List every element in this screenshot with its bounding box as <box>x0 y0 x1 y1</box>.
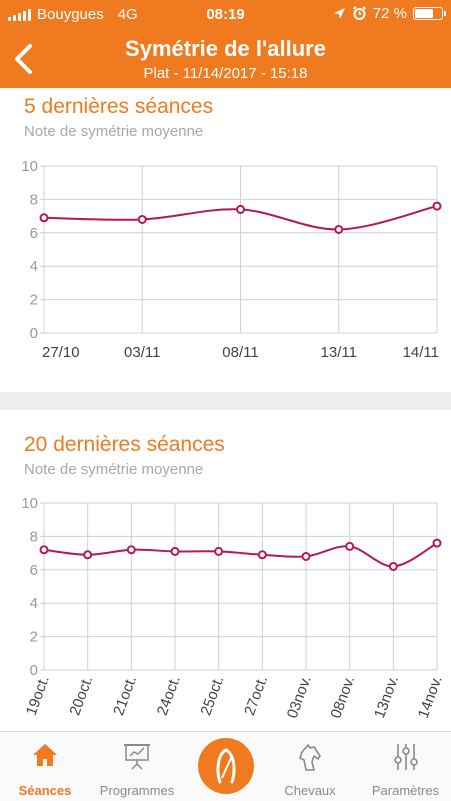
data-point <box>137 214 147 224</box>
carrier-name: Bouygues <box>37 6 104 23</box>
presentation-icon <box>124 744 150 770</box>
y-tick-label: 2 <box>30 629 38 646</box>
symmetry-chart-20: 0 2 4 6 8 10 19oct. 20oct. 21oct. 24oct. 25oct. 27o… <box>21 495 446 721</box>
status-left: Bouygues 4G <box>8 6 138 23</box>
x-tick-label: 03nov. <box>284 674 315 721</box>
x-tick-label: 27oct. <box>241 674 271 718</box>
x-tick-label: 14nov. <box>415 674 446 721</box>
status-right: 72 % <box>333 5 446 22</box>
x-tick-label: 19oct. <box>23 674 53 718</box>
data-point <box>214 546 224 556</box>
tab-parametres[interactable]: Paramètres <box>360 732 451 801</box>
tab-label: Paramètres <box>371 783 440 798</box>
y-tick-label: 2 <box>30 292 38 309</box>
data-point <box>257 550 267 560</box>
y-tick-label: 10 <box>21 158 38 175</box>
tab-chevaux[interactable]: Chevaux <box>270 732 350 801</box>
location-arrow-icon <box>333 8 345 19</box>
data-point <box>126 545 136 555</box>
alarm-icon <box>352 6 366 20</box>
recent-5-sessions-section: 5 dernières séances Note de symétrie moy… <box>0 88 451 392</box>
x-tick-label: 25oct. <box>197 674 227 718</box>
x-tick-label: 14/11 <box>403 344 439 361</box>
tab-label: Chevaux <box>284 783 336 798</box>
back-chevron-icon[interactable] <box>8 40 42 78</box>
recent-20-sessions-section: 20 dernières séances Note de symétrie mo… <box>0 410 451 731</box>
x-tick-label: 03/11 <box>124 344 160 361</box>
page-title: Symétrie de l'allure <box>125 36 326 61</box>
data-point <box>432 201 442 211</box>
data-point <box>334 224 344 234</box>
tab-label: Programmes <box>99 783 175 798</box>
data-point <box>345 541 355 551</box>
signal-icon <box>8 8 31 21</box>
x-tick-label: 21oct. <box>110 674 140 718</box>
y-tick-label: 6 <box>30 562 38 579</box>
data-point <box>388 561 398 571</box>
y-tick-label: 10 <box>21 495 38 512</box>
series-line <box>43 542 438 568</box>
y-tick-label: 0 <box>30 325 38 342</box>
data-point <box>236 204 245 214</box>
section-subtitle: Note de symétrie moyenne <box>24 123 204 140</box>
page-subtitle: Plat - 11/14/2017 - 15:18 <box>143 65 308 82</box>
status-bar: Bouygues 4G 08:19 72 % <box>0 0 451 30</box>
section-subtitle: Note de symétrie moyenne <box>24 461 204 478</box>
new-session-button[interactable] <box>198 738 254 794</box>
data-point <box>432 538 442 548</box>
horseshoe-icon <box>216 748 236 784</box>
x-tick-label: 24oct. <box>154 674 184 718</box>
data-point <box>39 545 49 555</box>
x-tick-label: 20oct. <box>66 674 96 718</box>
section-title: 20 dernières séances <box>24 433 225 456</box>
data-point <box>170 546 180 556</box>
navigation-bar: Symétrie de l'allure Plat - 11/14/2017 -… <box>0 30 451 88</box>
x-tick-label: 08/11 <box>222 344 258 361</box>
section-title: 5 dernières séances <box>24 95 214 118</box>
data-point <box>301 551 311 561</box>
y-tick-label: 8 <box>30 191 38 208</box>
y-tick-label: 4 <box>30 595 38 612</box>
home-icon <box>33 744 57 766</box>
symmetry-chart-5: 0 2 4 6 8 10 27/10 03/11 08/11 13/11 14/11 <box>21 158 442 361</box>
section-divider <box>0 392 451 410</box>
x-tick-label: 27/10 <box>42 344 80 361</box>
x-tick-label: 13/11 <box>321 344 357 361</box>
y-tick-label: 6 <box>30 225 38 242</box>
x-tick-label: 08nov. <box>327 674 358 721</box>
tab-seances[interactable]: Séances <box>0 732 90 801</box>
data-point <box>83 550 93 560</box>
status-time: 08:19 <box>206 6 245 23</box>
x-tick-label: 13nov. <box>371 674 402 721</box>
tab-label: Séances <box>18 783 72 798</box>
battery-icon <box>413 7 446 20</box>
y-tick-label: 4 <box>30 258 38 275</box>
y-tick-label: 8 <box>30 528 38 545</box>
data-point <box>39 213 49 223</box>
y-tick-label: 0 <box>30 662 38 679</box>
tab-programmes[interactable]: Programmes <box>90 732 184 801</box>
battery-percent: 72 % <box>372 5 407 22</box>
sliders-icon <box>393 744 418 770</box>
network-type: 4G <box>117 6 138 23</box>
horse-head-icon <box>299 744 321 771</box>
